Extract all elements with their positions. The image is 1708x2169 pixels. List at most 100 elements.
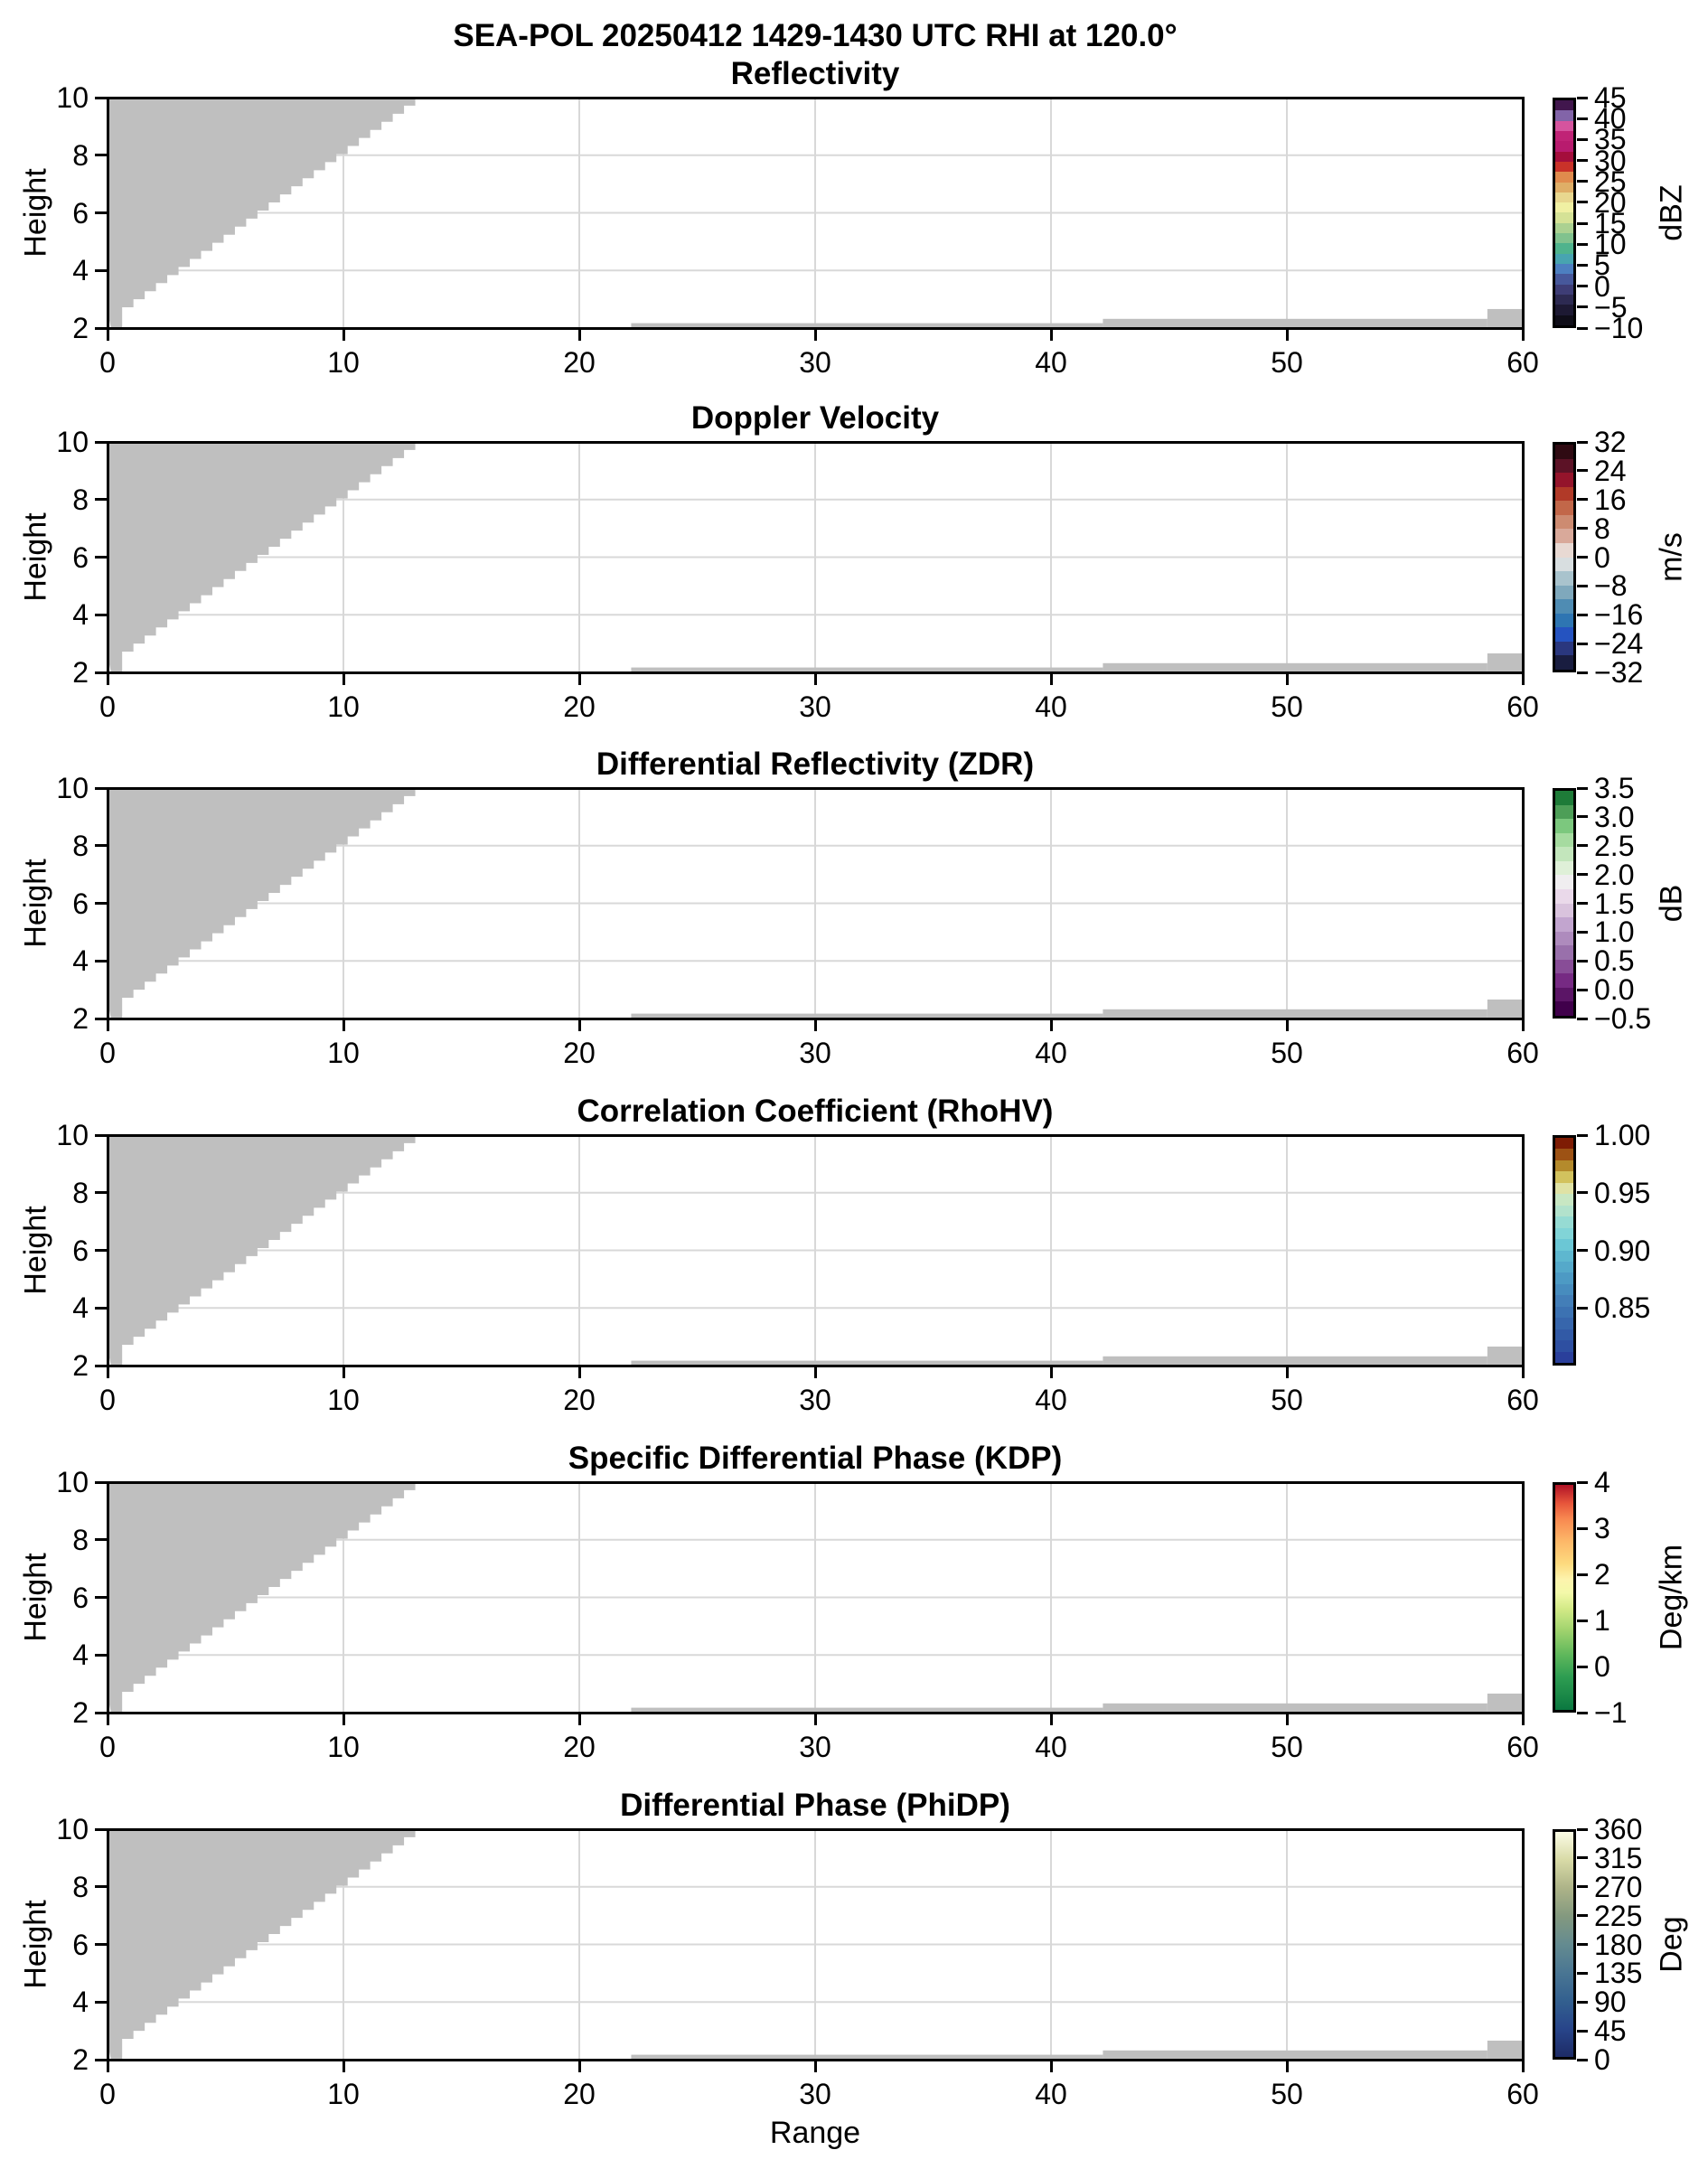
radar-mask-strip	[1487, 308, 1523, 328]
colorbar-tick-label: 4	[1594, 1466, 1610, 1498]
colorbar-tick-label: 40	[1594, 102, 1627, 136]
y-tickmark	[95, 1364, 107, 1367]
x-tick-label: 10	[327, 690, 360, 723]
x-tickmark	[1285, 673, 1289, 685]
y-tick-label: 2	[72, 1696, 89, 1729]
x-tick-label: 50	[1271, 1384, 1303, 1416]
y-tick-label: 2	[72, 1349, 89, 1382]
colorbar-band	[1555, 473, 1573, 487]
colorbar-tickmark	[1577, 2058, 1588, 2061]
colorbar-band	[1555, 1261, 1573, 1273]
x-tick-label: 50	[1271, 1037, 1303, 1069]
colorbar-tick-label: 0.85	[1594, 1291, 1651, 1325]
colorbar-band	[1555, 819, 1573, 833]
colorbar-tickmark	[1577, 527, 1588, 531]
colorbar-tickmark	[1577, 242, 1588, 246]
colorbar-band	[1555, 1250, 1573, 1262]
colorbar-band	[1555, 945, 1573, 960]
radar-mask-strip	[1487, 2040, 1523, 2060]
colorbar-tickmark	[1577, 671, 1588, 674]
y-tickmark	[95, 1653, 107, 1657]
x-tick-label: 40	[1035, 2078, 1067, 2110]
colorbar-band	[1555, 1318, 1573, 1329]
x-tickmark	[106, 1714, 109, 1725]
colorbar-tickmark	[1577, 498, 1588, 502]
radar-mask-strip	[631, 2054, 1103, 2060]
x-tickmark	[342, 1366, 345, 1378]
plot-area-differential-reflectivity-zdr	[108, 788, 1523, 1019]
plot-area-differential-phase-phidp	[108, 1829, 1523, 2060]
colorbar-tick-label: 15	[1594, 207, 1627, 240]
radar-mask-wedge	[108, 788, 416, 1019]
colorbar-band	[1555, 100, 1573, 111]
colorbar-band	[1555, 973, 1573, 988]
panel-title-specific-differential-phase-kdp: Specific Differential Phase (KDP)	[568, 1441, 1063, 1476]
colorbar-tick-label: 0.95	[1594, 1176, 1651, 1209]
y-axis-label: Height	[18, 512, 53, 602]
colorbar-tick-label: 1.0	[1594, 915, 1635, 949]
colorbar-tickmark	[1577, 613, 1588, 616]
colorbar-tickmark	[1577, 1249, 1588, 1252]
y-tickmark	[95, 2058, 107, 2061]
colorbar-tick-label: 1.5	[1594, 887, 1635, 920]
x-tickmark	[813, 673, 817, 685]
colorbar-band	[1555, 222, 1573, 234]
colorbar-tick-label: 0	[1594, 540, 1610, 574]
colorbar-tickmark	[1577, 1943, 1588, 1946]
x-tickmark	[106, 329, 109, 341]
colorbar-tickmark	[1577, 201, 1588, 204]
x-tickmark	[106, 1366, 109, 1378]
colorbar-band	[1555, 557, 1573, 572]
colorbar-band	[1555, 1306, 1573, 1319]
colorbar-tick-label: 10	[1594, 228, 1627, 261]
colorbar-tickmark	[1577, 1665, 1588, 1668]
colorbar-band	[1555, 315, 1573, 325]
colorbar-band	[1555, 903, 1573, 918]
colorbar-tick-label: 2.5	[1594, 829, 1635, 862]
y-tickmark	[95, 613, 107, 616]
colorbar-band	[1555, 294, 1573, 305]
colorbar-band	[1555, 253, 1573, 264]
colorbar-reflectivity	[1553, 98, 1576, 328]
colorbar-band	[1555, 888, 1573, 904]
plot-area-doppler-velocity	[108, 442, 1523, 672]
colorbar-tickmark	[1577, 326, 1588, 330]
colorbar-band	[1555, 1160, 1573, 1172]
x-tickmark	[1521, 1366, 1525, 1378]
x-tick-label: 0	[99, 1731, 116, 1763]
colorbar-band	[1555, 1283, 1573, 1296]
y-tickmark	[95, 154, 107, 157]
x-tickmark	[577, 1366, 581, 1378]
radar-mask-strip	[1487, 653, 1523, 672]
colorbar-tick-label: 3.5	[1594, 772, 1635, 804]
colorbar-band	[1555, 791, 1573, 805]
x-tickmark	[342, 673, 345, 685]
colorbar-tick-label: 0.90	[1594, 1234, 1651, 1267]
colorbar-tick-label: −8	[1594, 569, 1628, 603]
x-tick-label: 30	[799, 346, 831, 379]
x-tick-label: 20	[563, 346, 596, 379]
x-tickmark	[813, 329, 817, 341]
x-tick-label: 40	[1035, 1731, 1067, 1763]
x-tickmark	[342, 1714, 345, 1725]
y-tick-label: 10	[56, 772, 89, 804]
x-tick-label: 0	[99, 2078, 116, 2110]
colorbar-band	[1555, 599, 1573, 614]
colorbar-unit-label: Deg	[1654, 1915, 1689, 1973]
figure-title: SEA-POL 20250412 1429-1430 UTC RHI at 12…	[453, 18, 1178, 53]
colorbar-band	[1555, 959, 1573, 974]
colorbar-tick-label: 135	[1594, 1957, 1643, 1990]
x-tick-label: 40	[1035, 346, 1067, 379]
y-tickmark	[95, 959, 107, 962]
y-tick-label: 2	[72, 656, 89, 689]
colorbar-band	[1555, 212, 1573, 223]
colorbar-unit-label: Deg/km	[1654, 1544, 1689, 1650]
plot-area-reflectivity	[108, 98, 1523, 328]
radar-mask-wedge	[108, 442, 416, 672]
plot-area-specific-differential-phase-kdp	[108, 1482, 1523, 1713]
radar-mask-strip	[631, 667, 1103, 672]
y-tick-label: 4	[72, 944, 89, 978]
colorbar-band	[1555, 110, 1573, 121]
radar-mask-strip	[1103, 318, 1487, 328]
y-tickmark	[95, 1306, 107, 1310]
